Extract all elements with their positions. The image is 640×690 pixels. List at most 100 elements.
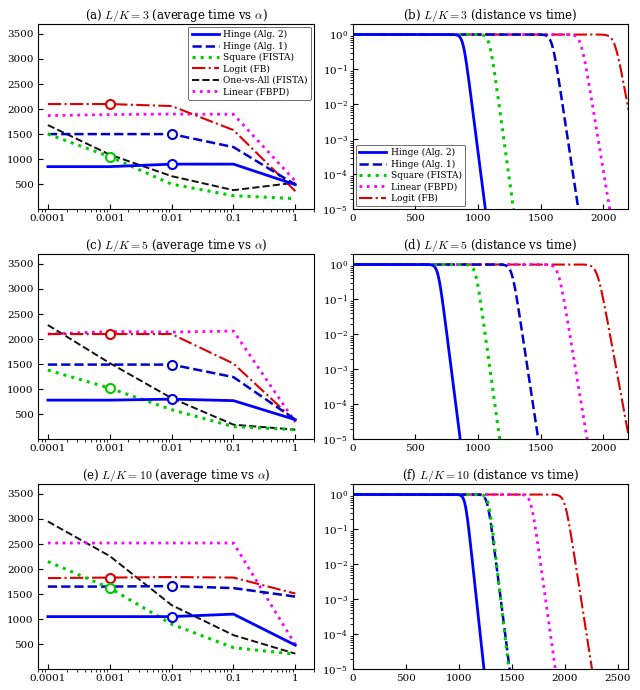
Hinge (Alg. 1)	[44, 130, 52, 138]
Hinge (Alg. 1)	[399, 491, 406, 499]
Square (FISTA)	[454, 491, 462, 499]
Square (FISTA)	[500, 470, 508, 478]
Linear (FBPD)	[528, 260, 536, 268]
Hinge (Alg. 2)	[168, 395, 175, 403]
Hinge (Alg. 1)	[515, 302, 522, 311]
Line: Square (FISTA): Square (FISTA)	[353, 34, 628, 244]
Line: One-vs-All (FISTA): One-vs-All (FISTA)	[48, 125, 295, 190]
Linear (FBPD)	[589, 470, 597, 478]
One-vs-All (FISTA)	[44, 321, 52, 329]
Line: Linear (FBPD): Linear (FBPD)	[48, 331, 295, 422]
Linear (FBPD)	[515, 260, 522, 268]
One-vs-All (FISTA)	[106, 150, 113, 159]
Logit (FB)	[515, 491, 522, 499]
Linear (FBPD)	[44, 111, 52, 119]
Logit (FB)	[44, 100, 52, 108]
Title: (c) $L/K = 5$ (average time vs $\alpha$): (c) $L/K = 5$ (average time vs $\alpha$)	[85, 237, 268, 254]
Line: Square (FISTA): Square (FISTA)	[353, 495, 628, 690]
Title: (f) $L/K = 10$ (distance vs time): (f) $L/K = 10$ (distance vs time)	[402, 467, 579, 484]
Hinge (Alg. 1)	[349, 491, 356, 499]
Linear (FBPD)	[106, 110, 113, 119]
Hinge (Alg. 1)	[168, 582, 175, 590]
Square (FISTA)	[625, 470, 632, 478]
Hinge (Alg. 2)	[291, 181, 299, 189]
Hinge (Alg. 2)	[461, 470, 468, 478]
Hinge (Alg. 1)	[44, 360, 52, 368]
Linear (FBPD)	[515, 30, 522, 39]
Logit (FB)	[106, 100, 113, 108]
Hinge (Alg. 1)	[168, 360, 175, 368]
Logit (FB)	[349, 30, 356, 39]
One-vs-All (FISTA)	[291, 426, 299, 434]
Linear (FBPD)	[528, 30, 536, 39]
Hinge (Alg. 2)	[291, 641, 299, 649]
Hinge (Alg. 2)	[44, 396, 52, 404]
Linear (FBPD)	[528, 506, 536, 514]
Square (FISTA)	[575, 470, 583, 478]
Line: Hinge (Alg. 2): Hinge (Alg. 2)	[48, 399, 295, 420]
One-vs-All (FISTA)	[106, 552, 113, 560]
Linear (FBPD)	[168, 539, 175, 547]
Hinge (Alg. 1)	[575, 470, 583, 478]
Line: Hinge (Alg. 1): Hinge (Alg. 1)	[353, 264, 628, 474]
Hinge (Alg. 1)	[515, 30, 522, 39]
Hinge (Alg. 2)	[168, 160, 175, 168]
Line: Linear (FBPD): Linear (FBPD)	[353, 34, 628, 244]
Hinge (Alg. 1)	[349, 30, 356, 39]
Logit (FB)	[399, 30, 406, 39]
Square (FISTA)	[454, 260, 462, 268]
Hinge (Alg. 2)	[106, 163, 113, 171]
Logit (FB)	[575, 30, 583, 39]
Square (FISTA)	[555, 240, 563, 248]
Logit (FB)	[349, 260, 356, 268]
One-vs-All (FISTA)	[106, 359, 113, 367]
One-vs-All (FISTA)	[291, 649, 299, 658]
Line: Linear (FBPD): Linear (FBPD)	[353, 264, 628, 474]
One-vs-All (FISTA)	[230, 186, 237, 195]
Linear (FBPD)	[349, 260, 356, 268]
Square (FISTA)	[106, 384, 113, 393]
Hinge (Alg. 2)	[349, 30, 356, 39]
Hinge (Alg. 2)	[515, 470, 522, 478]
Logit (FB)	[399, 491, 406, 499]
Hinge (Alg. 2)	[349, 260, 356, 268]
Line: Logit (FB): Logit (FB)	[353, 495, 628, 690]
Line: Linear (FBPD): Linear (FBPD)	[48, 114, 295, 181]
Hinge (Alg. 1)	[106, 130, 113, 138]
Logit (FB)	[625, 106, 632, 114]
Square (FISTA)	[230, 192, 237, 200]
Line: Hinge (Alg. 2): Hinge (Alg. 2)	[353, 264, 628, 474]
Square (FISTA)	[230, 644, 237, 652]
Logit (FB)	[230, 126, 237, 135]
One-vs-All (FISTA)	[44, 518, 52, 526]
Linear (FBPD)	[612, 240, 620, 248]
Hinge (Alg. 1)	[399, 30, 406, 39]
Square (FISTA)	[168, 620, 175, 629]
Legend: Hinge (Alg. 2), Hinge (Alg. 1), Square (FISTA), Linear (FBPD), Logit (FB): Hinge (Alg. 2), Hinge (Alg. 1), Square (…	[355, 145, 465, 206]
Line: Square (FISTA): Square (FISTA)	[48, 134, 295, 199]
Square (FISTA)	[625, 240, 632, 248]
Title: (e) $L/K = 10$ (average time vs $\alpha$): (e) $L/K = 10$ (average time vs $\alpha$…	[82, 467, 271, 484]
Square (FISTA)	[291, 195, 299, 203]
Hinge (Alg. 2)	[106, 396, 113, 404]
Hinge (Alg. 2)	[625, 470, 632, 478]
Hinge (Alg. 2)	[399, 260, 406, 268]
Logit (FB)	[454, 260, 462, 268]
Hinge (Alg. 2)	[528, 470, 536, 478]
Hinge (Alg. 2)	[486, 240, 493, 248]
Linear (FBPD)	[515, 491, 522, 499]
Logit (FB)	[168, 102, 175, 110]
Linear (FBPD)	[575, 37, 583, 46]
Line: Hinge (Alg. 1): Hinge (Alg. 1)	[353, 34, 628, 244]
Hinge (Alg. 1)	[230, 143, 237, 151]
Hinge (Alg. 2)	[555, 470, 563, 478]
Line: Square (FISTA): Square (FISTA)	[48, 562, 295, 654]
Hinge (Alg. 1)	[230, 584, 237, 592]
Linear (FBPD)	[625, 240, 632, 248]
Logit (FB)	[106, 330, 113, 338]
Linear (FBPD)	[555, 30, 563, 39]
Hinge (Alg. 1)	[399, 260, 406, 268]
Linear (FBPD)	[106, 539, 113, 547]
Linear (FBPD)	[454, 491, 462, 499]
Linear (FBPD)	[349, 491, 356, 499]
